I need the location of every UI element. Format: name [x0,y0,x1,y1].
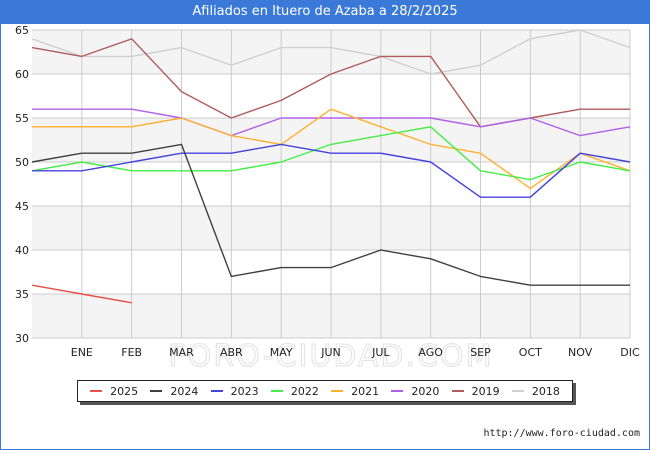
legend-swatch [391,390,404,392]
legend-label: 2019 [471,384,500,398]
legend-label: 2021 [351,384,380,398]
legend-item-2018: 2018 [511,384,560,398]
series-line-2025 [31,284,132,304]
y-tick-label: 60 [15,68,29,81]
legend-item-2024: 2024 [150,385,198,398]
chart-title: Afiliados en Ituero de Azaba a 28/2/2025 [0,0,650,24]
y-tick-label: 30 [15,332,29,345]
legend-item-2023: 2023 [210,384,259,398]
legend-item-2025: 2025 [90,385,138,398]
y-tick-label: 45 [15,200,29,213]
y-tick-label: 35 [15,288,29,301]
legend-swatch [210,390,223,392]
x-tick-label: MAY [270,346,293,359]
x-tick-label: ABR [220,346,243,359]
legend-label: 2022 [290,384,319,398]
legend-swatch [331,390,344,392]
y-tick-label: 65 [15,24,29,37]
x-tick-label: MAR [169,346,194,359]
x-tick-label: ENE [71,346,93,359]
x-tick-label: AGO [418,346,443,359]
legend-swatch [511,390,524,392]
legend-item-2021: 2021 [331,385,379,398]
x-tick-label: SEP [470,346,491,359]
y-tick-label: 55 [15,112,29,125]
series-line-2018 [31,29,631,75]
legend-item-2019: 2019 [451,384,500,398]
y-tick-label: 40 [15,244,29,257]
series-line-2020 [32,108,631,137]
legend-swatch [150,390,163,392]
legend-label: 2023 [230,384,259,398]
legend-item-2020: 2020 [391,385,439,398]
x-tick-label: DIC [620,346,640,359]
series-line-2024 [31,143,630,286]
legend: 2025 2024 2023 2022 2021 2020 2019 2018 [77,380,573,402]
legend-label: 2020 [411,384,440,398]
legend-label: 2025 [110,384,139,398]
legend-swatch [270,390,283,392]
y-tick-label: 50 [15,156,29,169]
x-tick-label: JUL [371,346,390,359]
series-line-2021 [32,108,631,190]
x-tick-label: JUN [320,346,341,359]
x-tick-label: NOV [568,346,593,359]
legend-swatch [90,390,103,392]
source-url[interactable]: http://www.foro-ciudad.com [483,428,640,439]
legend-label: 2018 [531,384,560,398]
x-tick-label: FEB [121,346,142,359]
x-tick-label: OCT [519,346,542,359]
legend-swatch [451,390,464,392]
series-line-2022 [31,126,631,181]
watermark: FORO-CIUDAD.COM [169,339,494,374]
series-line-2023 [32,143,631,198]
legend-item-2022: 2022 [270,384,319,398]
legend-label: 2024 [170,384,199,398]
